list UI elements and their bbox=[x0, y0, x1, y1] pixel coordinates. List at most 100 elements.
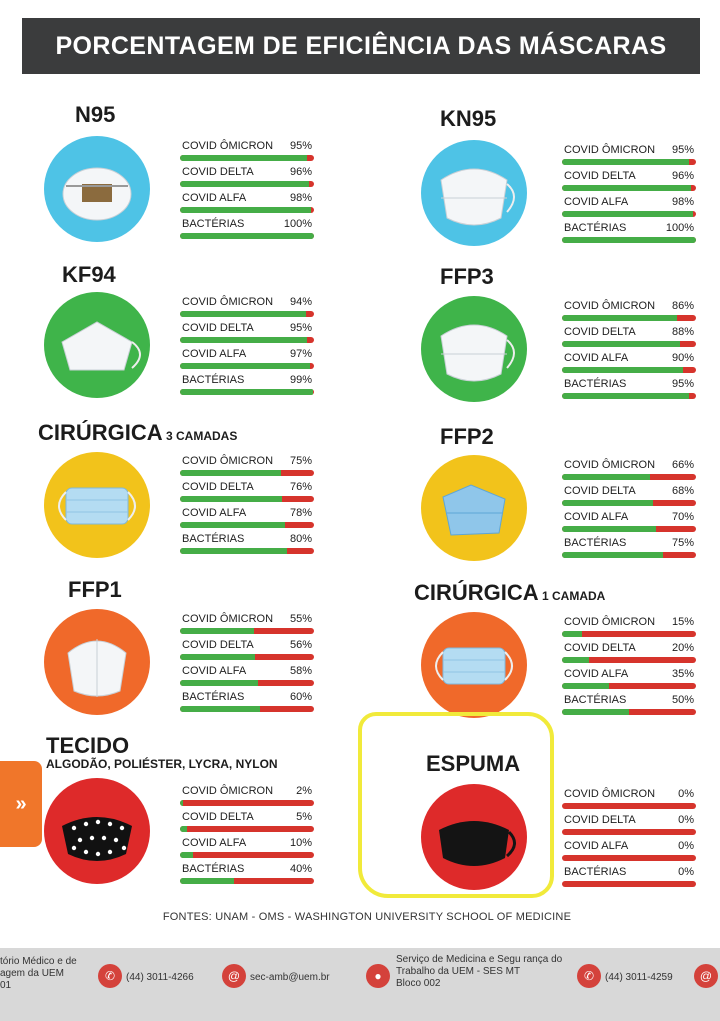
efficiency-row: BACTÉRIAS 100% bbox=[180, 218, 314, 244]
efficiency-bar-track bbox=[562, 393, 696, 399]
efficiency-label: COVID ALFA bbox=[182, 837, 247, 849]
efficiency-row: BACTÉRIAS 99% bbox=[180, 374, 314, 400]
efficiency-bar-fill bbox=[180, 155, 308, 161]
mask-name-text: ESPUMA bbox=[426, 751, 521, 776]
efficiency-bars: COVID ÔMICRON 15% COVID DELTA 20% COVID ALFA… bbox=[562, 616, 696, 720]
efficiency-row: COVID ALFA 70% bbox=[562, 511, 696, 537]
efficiency-value: 35% bbox=[671, 668, 694, 680]
mask-name-text: N95 bbox=[75, 102, 116, 127]
efficiency-label: COVID ALFA bbox=[564, 668, 629, 680]
efficiency-bar-fill bbox=[562, 526, 656, 532]
mask-name: TECIDO bbox=[46, 733, 129, 759]
kn95-mask-icon bbox=[421, 140, 527, 246]
efficiency-value: 40% bbox=[289, 863, 312, 875]
efficiency-label: COVID ALFA bbox=[564, 840, 629, 852]
efficiency-value: 100% bbox=[665, 222, 694, 234]
efficiency-row: COVID ALFA 58% bbox=[180, 665, 314, 691]
efficiency-value: 94% bbox=[289, 296, 312, 308]
efficiency-label: COVID ÔMICRON bbox=[564, 300, 656, 312]
mask-name: KF94 bbox=[62, 262, 116, 288]
efficiency-bars: COVID ÔMICRON 86% COVID DELTA 88% COVID ALFA… bbox=[562, 300, 696, 404]
efficiency-value: 96% bbox=[671, 170, 694, 182]
efficiency-row: COVID DELTA 68% bbox=[562, 485, 696, 511]
efficiency-bar-fill bbox=[180, 311, 306, 317]
efficiency-value: 95% bbox=[671, 378, 694, 390]
efficiency-row: COVID ALFA 78% bbox=[180, 507, 314, 533]
email-icon[interactable]: @ bbox=[222, 964, 246, 988]
efficiency-bar-track bbox=[180, 654, 314, 660]
efficiency-bar-fill bbox=[562, 159, 690, 165]
highlight-outline bbox=[358, 712, 554, 898]
footer-phone-1[interactable]: (44) 3011-4266 bbox=[126, 972, 194, 983]
efficiency-bar-track bbox=[180, 878, 314, 884]
mask-name: FFP3 bbox=[440, 264, 494, 290]
efficiency-bar-track bbox=[562, 211, 696, 217]
double-chevron-right-icon: » bbox=[15, 792, 27, 815]
efficiency-bar-track bbox=[180, 389, 314, 395]
efficiency-label: COVID DELTA bbox=[182, 322, 254, 334]
mask-name-text: FFP2 bbox=[440, 424, 494, 449]
efficiency-label: BACTÉRIAS bbox=[182, 533, 245, 545]
efficiency-bar-track bbox=[562, 855, 696, 861]
efficiency-label: COVID DELTA bbox=[182, 166, 254, 178]
efficiency-row: BACTÉRIAS 40% bbox=[180, 863, 314, 889]
efficiency-bar-track bbox=[180, 233, 314, 239]
efficiency-bar-track bbox=[562, 552, 696, 558]
mask-name: FFP2 bbox=[440, 424, 494, 450]
efficiency-bar-track bbox=[180, 706, 314, 712]
surgical-mask-icon bbox=[44, 452, 150, 558]
efficiency-bar-track bbox=[562, 709, 696, 715]
efficiency-value: 68% bbox=[671, 485, 694, 497]
phone-icon[interactable]: ✆ bbox=[577, 964, 601, 988]
efficiency-row: COVID ÔMICRON 0% bbox=[562, 788, 696, 814]
footer-email-1[interactable]: sec-amb@uem.br bbox=[250, 972, 330, 983]
efficiency-row: COVID DELTA 5% bbox=[180, 811, 314, 837]
efficiency-bar-fill bbox=[180, 522, 285, 528]
efficiency-value: 20% bbox=[671, 642, 694, 654]
efficiency-bar-track bbox=[562, 474, 696, 480]
efficiency-bar-track bbox=[180, 680, 314, 686]
efficiency-label: BACTÉRIAS bbox=[564, 537, 627, 549]
efficiency-bar-track bbox=[180, 470, 314, 476]
side-expand-button[interactable]: » bbox=[0, 761, 42, 847]
efficiency-row: COVID ALFA 90% bbox=[562, 352, 696, 378]
efficiency-value: 15% bbox=[671, 616, 694, 628]
efficiency-bar-track bbox=[562, 526, 696, 532]
phone-icon[interactable]: ✆ bbox=[98, 964, 122, 988]
efficiency-value: 0% bbox=[678, 788, 694, 800]
mask-name-text: CIRÚRGICA bbox=[414, 580, 539, 605]
n95-mask-icon bbox=[44, 136, 150, 242]
efficiency-value: 75% bbox=[671, 537, 694, 549]
efficiency-label: COVID ALFA bbox=[182, 348, 247, 360]
efficiency-label: COVID ÔMICRON bbox=[564, 788, 656, 800]
efficiency-label: COVID DELTA bbox=[564, 814, 636, 826]
efficiency-bar-fill bbox=[562, 500, 654, 506]
efficiency-row: COVID ÔMICRON 66% bbox=[562, 459, 696, 485]
efficiency-row: COVID ÔMICRON 75% bbox=[180, 455, 314, 481]
efficiency-value: 56% bbox=[289, 639, 312, 651]
efficiency-value: 78% bbox=[289, 507, 312, 519]
efficiency-row: BACTÉRIAS 95% bbox=[562, 378, 696, 404]
efficiency-label: BACTÉRIAS bbox=[182, 374, 245, 386]
efficiency-label: COVID ÔMICRON bbox=[182, 140, 274, 152]
email-icon[interactable]: @ bbox=[694, 964, 718, 988]
efficiency-bar-fill bbox=[180, 389, 313, 395]
efficiency-value: 75% bbox=[289, 455, 312, 467]
efficiency-row: COVID ÔMICRON 95% bbox=[180, 140, 314, 166]
mask-name: CIRÚRGICA 3 CAMADAS bbox=[38, 420, 237, 446]
efficiency-bar-fill bbox=[562, 709, 629, 715]
efficiency-bars: COVID ÔMICRON 94% COVID DELTA 95% COVID ALFA… bbox=[180, 296, 314, 400]
efficiency-bar-track bbox=[180, 181, 314, 187]
footer-phone-2[interactable]: (44) 3011-4259 bbox=[605, 972, 673, 983]
efficiency-bar-fill bbox=[180, 628, 254, 634]
mask-name: FFP1 bbox=[68, 577, 122, 603]
mask-name: N95 bbox=[75, 102, 115, 128]
efficiency-bar-track bbox=[562, 367, 696, 373]
efficiency-label: COVID ÔMICRON bbox=[564, 459, 656, 471]
efficiency-bar-fill bbox=[562, 211, 694, 217]
efficiency-label: COVID DELTA bbox=[182, 481, 254, 493]
efficiency-value: 80% bbox=[289, 533, 312, 545]
efficiency-bars: COVID ÔMICRON 95% COVID DELTA 96% COVID ALFA… bbox=[562, 144, 696, 248]
efficiency-bar-fill bbox=[180, 363, 310, 369]
mask-name: KN95 bbox=[440, 106, 496, 132]
